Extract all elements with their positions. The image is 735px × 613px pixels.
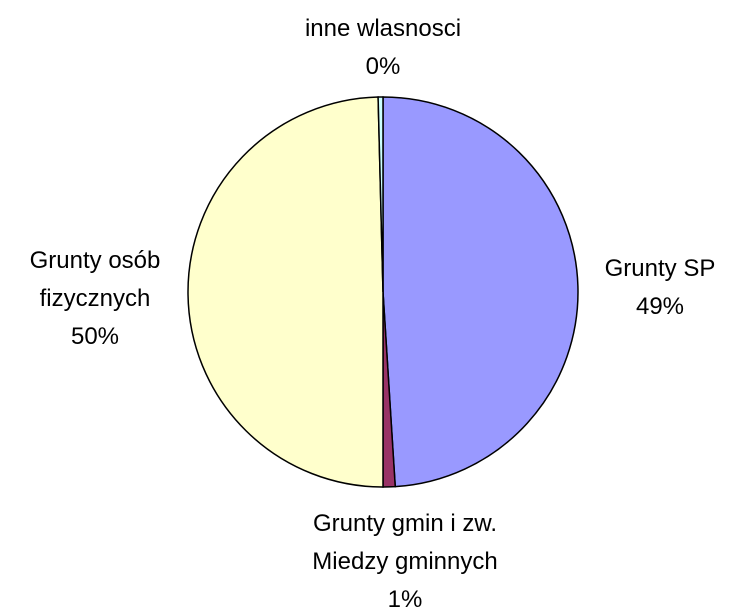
slice-label: Grunty SP bbox=[605, 255, 716, 282]
pie-slice bbox=[382, 96, 579, 488]
slice-value-label: 1% bbox=[388, 586, 423, 613]
slice-label: Grunty osób fizycznych bbox=[30, 247, 161, 312]
slice-value-label: 49% bbox=[636, 293, 684, 320]
slice-label: Grunty gmin i zw. Miedzy gminnych bbox=[312, 510, 497, 575]
pie-slice bbox=[187, 96, 384, 488]
slice-value-label: 0% bbox=[366, 53, 401, 80]
pie-slice bbox=[377, 96, 384, 293]
slice-value-label: 50% bbox=[71, 323, 119, 350]
slice-label: inne wlasnosci bbox=[305, 15, 461, 42]
